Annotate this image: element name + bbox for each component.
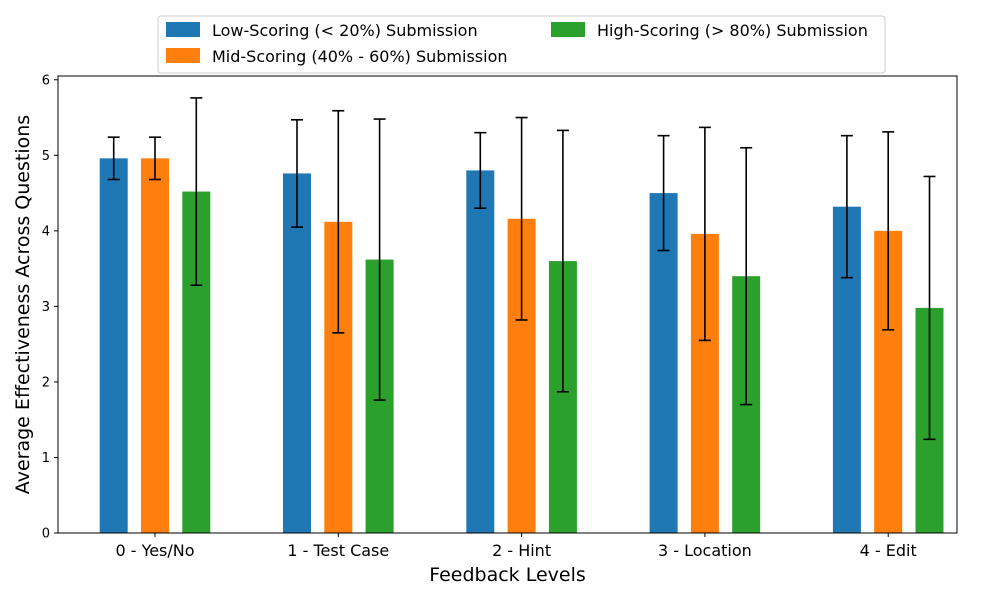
bar-series-1-cat-1 [99,158,128,533]
error-bar-series-3-cat-4 [740,146,753,406]
plot-frame [57,75,958,534]
legend-label-3: High-Scoring (> 80%) Submission [597,21,868,40]
error-bar-series-3-cat-1 [190,97,203,287]
x-axis-label: Feedback Levels [429,564,586,586]
error-bar-series-1-cat-3 [474,131,487,209]
error-bar-series-1-cat-2 [291,119,303,228]
bars-layer [99,158,944,534]
y-tick-label-2: 2 [42,375,50,390]
x-tick-label-5: 4 - Edit [860,541,917,560]
y-tick-label-3: 3 [42,300,50,315]
y-tick-label-0: 0 [42,527,50,542]
error-bar-series-1-cat-1 [107,136,120,181]
bar-series-1-cat-2 [283,173,311,533]
error-bar-series-3-cat-3 [556,129,569,393]
error-bar-series-1-cat-5 [840,134,853,279]
y-axis: 0 1 2 3 4 5 6 [42,73,58,542]
y-tick-label-5: 5 [42,149,50,164]
error-bar-series-3-cat-2 [373,118,386,401]
legend-swatch-2 [166,48,200,63]
error-bar-series-2-cat-3 [515,116,528,321]
y-axis-label: Average Effectiveness Across Questions [12,115,34,494]
legend-label-1: Low-Scoring (< 20%) Submission [212,21,478,40]
error-bar-series-3-cat-5 [923,175,936,441]
legend-swatch-1 [166,22,200,37]
error-bar-series-1-cat-4 [657,134,670,252]
error-bar-series-2-cat-5 [882,131,895,331]
bar-series-1-cat-3 [466,170,495,534]
error-bar-series-2-cat-1 [149,136,161,181]
y-tick-label-4: 4 [42,224,50,239]
y-tick-label-1: 1 [42,451,50,466]
y-tick-label-6: 6 [42,73,50,88]
x-tick-label-4: 3 - Location [658,541,752,560]
x-tick-label-1: 0 - Yes/No [115,541,194,560]
legend-box [157,15,886,74]
legend-label-2: Mid-Scoring (40% - 60%) Submission [212,47,508,66]
x-tick-label-2: 1 - Test Case [287,541,389,560]
legend-swatch-3 [551,22,585,37]
x-tick-label-3: 2 - Hint [492,541,551,560]
bar-series-2-cat-1 [141,158,169,533]
error-bar-series-2-cat-4 [698,126,711,342]
x-axis: 0 - Yes/No 1 - Test Case 2 - Hint 3 - Locat… [115,533,917,560]
error-bars-layer [107,97,936,441]
legend: Low-Scoring (< 20%) Submission Mid-Scorin… [157,15,886,74]
error-bar-series-2-cat-2 [332,109,345,334]
